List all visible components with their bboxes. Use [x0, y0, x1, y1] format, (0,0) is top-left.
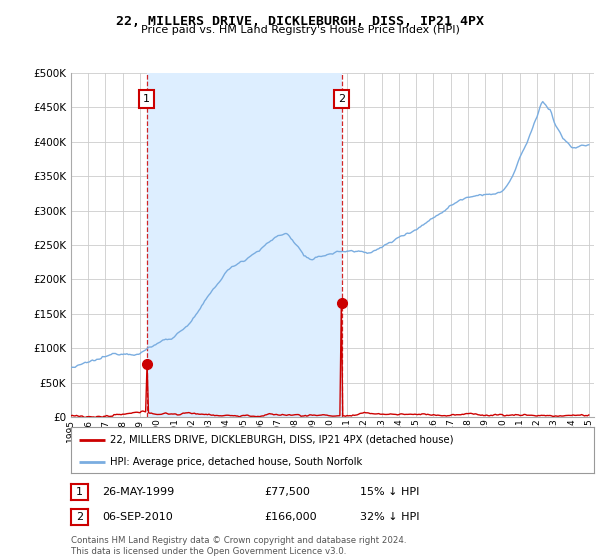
Text: HPI: Average price, detached house, South Norfolk: HPI: Average price, detached house, Sout… — [110, 457, 362, 466]
Text: £166,000: £166,000 — [264, 512, 317, 522]
Text: Contains HM Land Registry data © Crown copyright and database right 2024.
This d: Contains HM Land Registry data © Crown c… — [71, 536, 406, 556]
Text: 26-MAY-1999: 26-MAY-1999 — [103, 487, 175, 497]
Text: 22, MILLERS DRIVE, DICKLEBURGH, DISS, IP21 4PX: 22, MILLERS DRIVE, DICKLEBURGH, DISS, IP… — [116, 15, 484, 27]
Text: 32% ↓ HPI: 32% ↓ HPI — [360, 512, 419, 522]
Text: 22, MILLERS DRIVE, DICKLEBURGH, DISS, IP21 4PX (detached house): 22, MILLERS DRIVE, DICKLEBURGH, DISS, IP… — [110, 435, 454, 445]
Text: 2: 2 — [338, 94, 346, 104]
Text: £77,500: £77,500 — [264, 487, 310, 497]
Text: 1: 1 — [143, 94, 150, 104]
Text: 1: 1 — [76, 487, 83, 497]
Text: 2: 2 — [76, 512, 83, 522]
Bar — [147, 73, 342, 417]
Text: 15% ↓ HPI: 15% ↓ HPI — [360, 487, 419, 497]
Text: Price paid vs. HM Land Registry's House Price Index (HPI): Price paid vs. HM Land Registry's House … — [140, 25, 460, 35]
Text: 06-SEP-2010: 06-SEP-2010 — [103, 512, 173, 522]
